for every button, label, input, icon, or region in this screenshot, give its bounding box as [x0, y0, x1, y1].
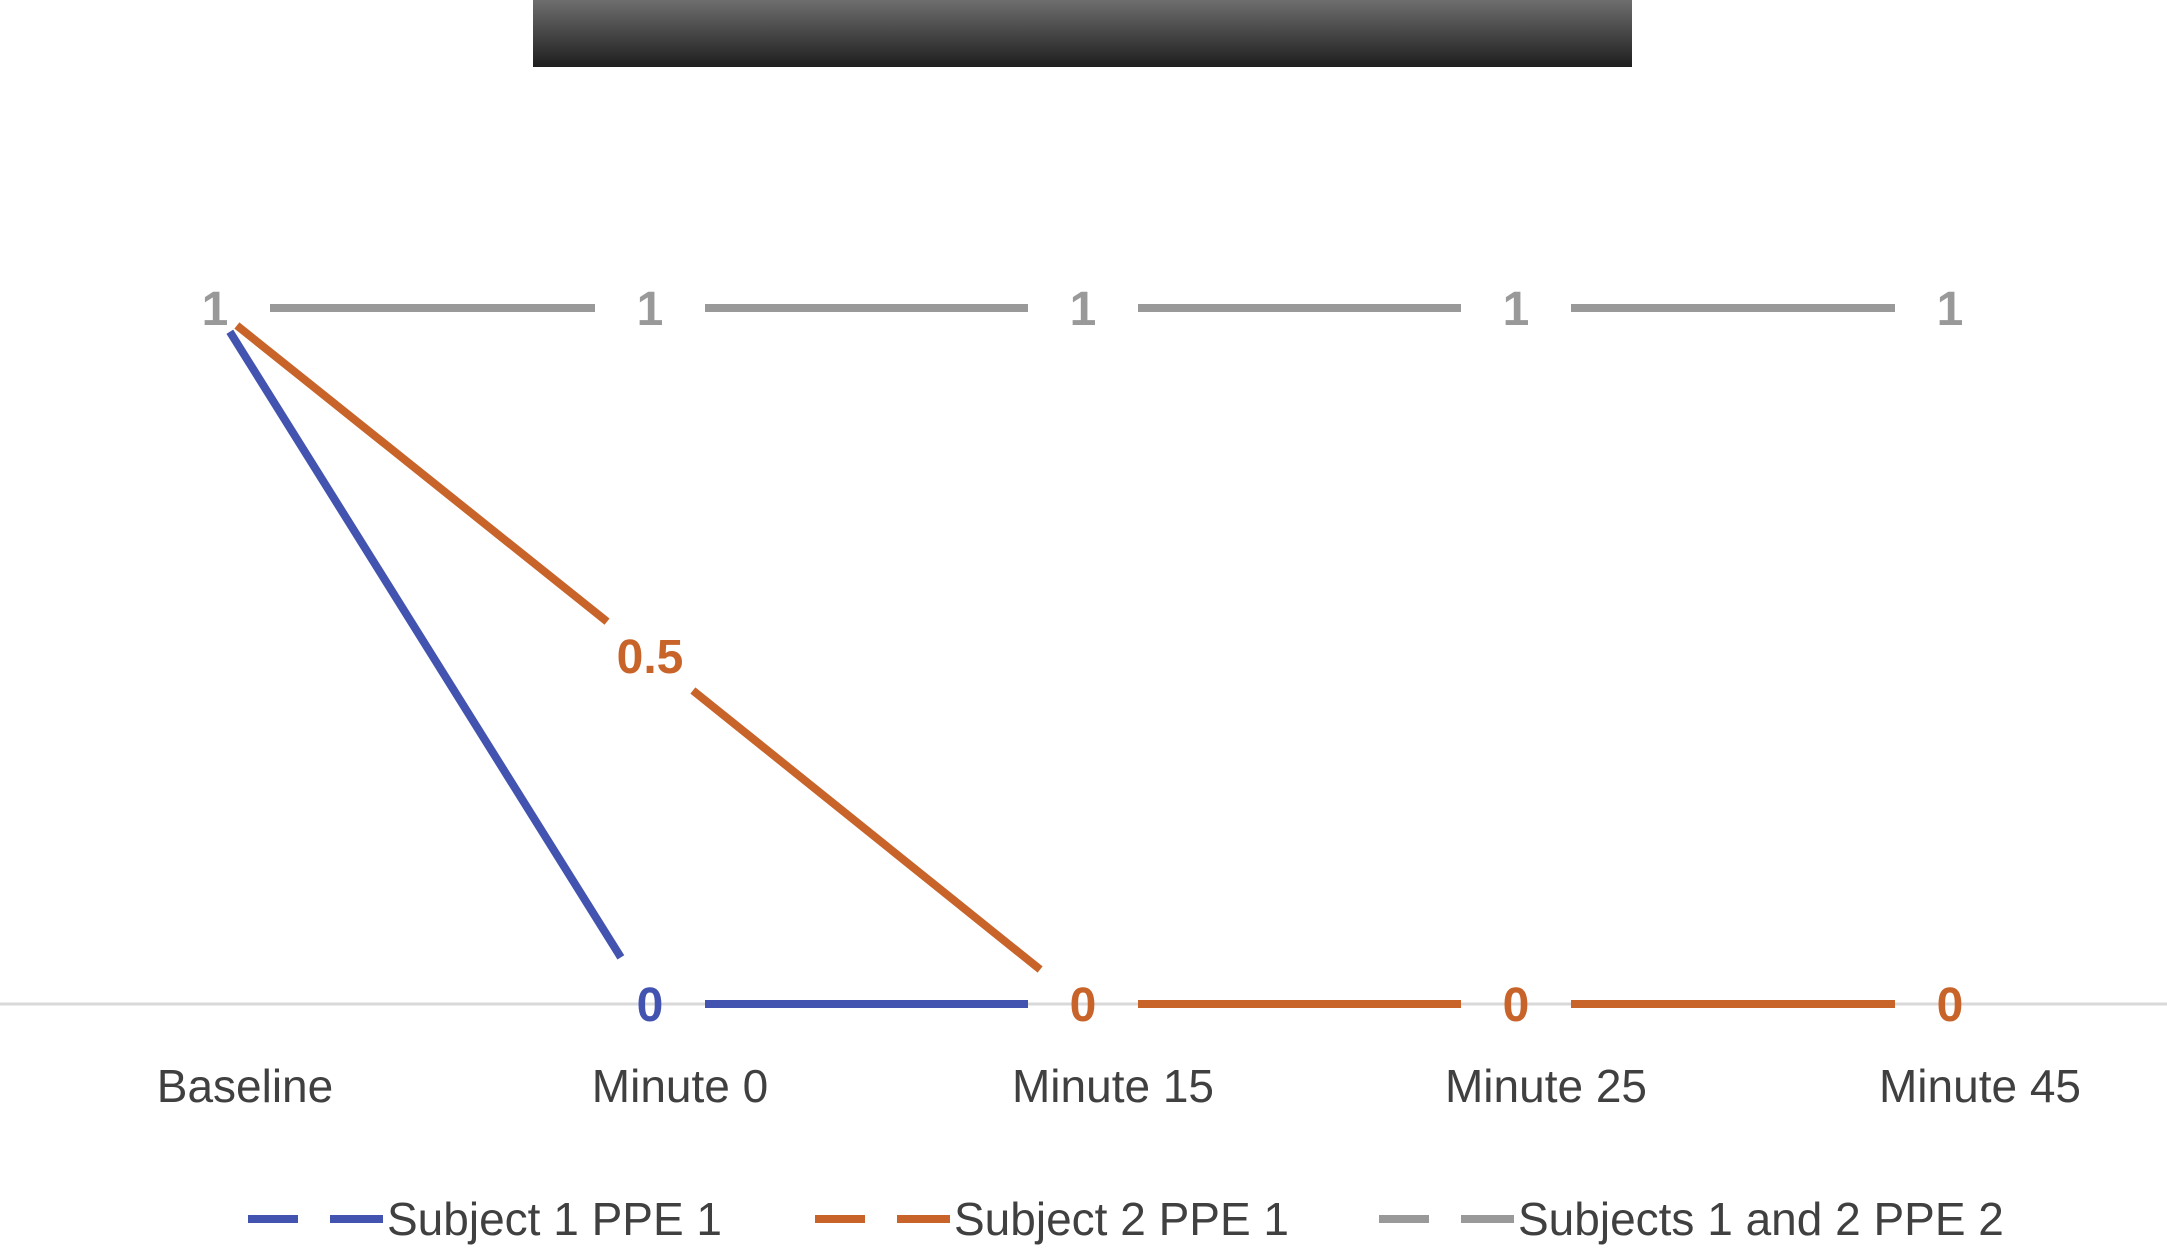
data-label: 1	[1937, 283, 1964, 336]
x-tick-label: Baseline	[157, 1060, 333, 1112]
legend-item: Subject 2 PPE 1	[815, 1193, 1289, 1245]
series-1-segment-1	[226, 329, 625, 960]
data-label: 0.5	[617, 631, 684, 684]
x-tick-label: Minute 25	[1445, 1060, 1647, 1112]
x-tick-label: Minute 0	[592, 1060, 768, 1112]
x-tick-label: Minute 15	[1012, 1060, 1214, 1112]
data-label: 0	[637, 979, 664, 1032]
legend-label: Subjects 1 and 2 PPE 2	[1518, 1193, 2004, 1245]
series-2-segment-1	[234, 322, 610, 625]
data-label: 1	[202, 283, 229, 336]
data-label: 1	[1070, 283, 1097, 336]
series-layer	[226, 304, 1895, 1008]
series-2-segment-2	[690, 687, 1043, 973]
series-1	[226, 329, 1028, 1008]
series-2	[234, 322, 1895, 1008]
legend-item: Subjects 1 and 2 PPE 2	[1379, 1193, 2004, 1245]
x-axis-tick-labels: Baseline Minute 0 Minute 15 Minute 25 Minute…	[157, 1060, 2081, 1112]
legend-item: Subject 1 PPE 1	[248, 1193, 722, 1245]
data-label: 1	[1503, 283, 1530, 336]
legend-label: Subject 2 PPE 1	[954, 1193, 1289, 1245]
legend-label: Subject 1 PPE 1	[387, 1193, 722, 1245]
data-label: 0	[1503, 979, 1530, 1032]
data-label: 0	[1070, 979, 1097, 1032]
data-labels: 0 0.5 0 0 0 1 1 1 1 1	[202, 283, 1964, 1032]
data-label: 1	[637, 283, 664, 336]
data-label: 0	[1937, 979, 1964, 1032]
x-tick-label: Minute 45	[1879, 1060, 2081, 1112]
chart-title-bar	[533, 0, 1632, 67]
legend: Subject 1 PPE 1 Subject 2 PPE 1 Subjects 1…	[248, 1193, 2004, 1245]
